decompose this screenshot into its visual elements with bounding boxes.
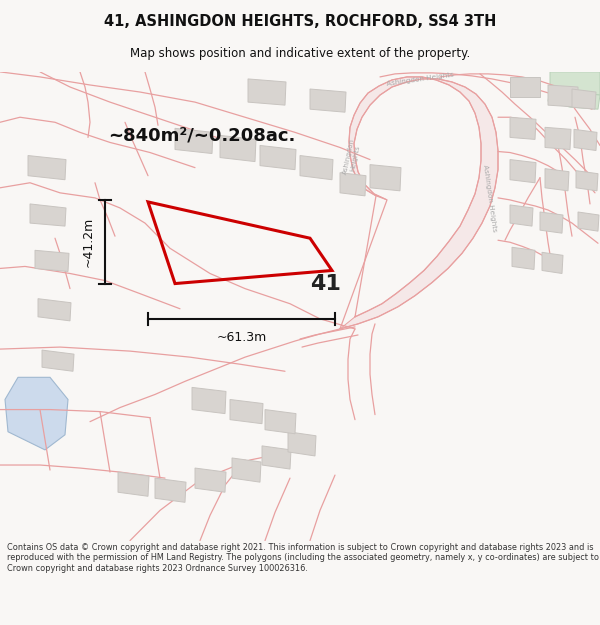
- Polygon shape: [545, 169, 569, 191]
- Polygon shape: [310, 89, 346, 112]
- Polygon shape: [42, 350, 74, 371]
- Text: 41: 41: [310, 274, 341, 294]
- Polygon shape: [548, 89, 600, 109]
- Polygon shape: [265, 409, 296, 434]
- Polygon shape: [155, 478, 186, 502]
- Polygon shape: [35, 250, 69, 271]
- Text: Ashingdon Heights: Ashingdon Heights: [386, 71, 454, 87]
- Text: ~61.3m: ~61.3m: [217, 331, 266, 344]
- Polygon shape: [38, 299, 71, 321]
- Polygon shape: [340, 77, 498, 329]
- Polygon shape: [300, 156, 333, 180]
- Polygon shape: [572, 89, 596, 109]
- Polygon shape: [510, 77, 540, 97]
- Polygon shape: [5, 378, 68, 450]
- Polygon shape: [192, 388, 226, 414]
- Polygon shape: [576, 171, 598, 191]
- Text: Ashingdon
Heights: Ashingdon Heights: [342, 138, 362, 177]
- Polygon shape: [548, 85, 578, 107]
- Polygon shape: [30, 204, 66, 226]
- Text: Map shows position and indicative extent of the property.: Map shows position and indicative extent…: [130, 48, 470, 61]
- Polygon shape: [340, 173, 366, 196]
- Polygon shape: [578, 212, 599, 231]
- Polygon shape: [540, 212, 563, 233]
- Polygon shape: [248, 79, 286, 105]
- Polygon shape: [574, 129, 597, 151]
- Polygon shape: [370, 164, 401, 191]
- Polygon shape: [512, 248, 535, 269]
- Polygon shape: [510, 118, 536, 139]
- Text: ~840m²/~0.208ac.: ~840m²/~0.208ac.: [108, 126, 295, 144]
- Polygon shape: [262, 446, 291, 469]
- Polygon shape: [230, 399, 263, 424]
- Text: ~41.2m: ~41.2m: [82, 217, 95, 267]
- Polygon shape: [232, 458, 261, 482]
- Text: Ashingdon Heights: Ashingdon Heights: [482, 164, 497, 232]
- Polygon shape: [510, 205, 533, 226]
- Polygon shape: [288, 432, 316, 456]
- Polygon shape: [220, 136, 256, 162]
- Polygon shape: [175, 128, 213, 154]
- Polygon shape: [545, 127, 571, 149]
- Polygon shape: [510, 159, 536, 182]
- Text: Contains OS data © Crown copyright and database right 2021. This information is : Contains OS data © Crown copyright and d…: [7, 543, 599, 572]
- Text: 41, ASHINGDON HEIGHTS, ROCHFORD, SS4 3TH: 41, ASHINGDON HEIGHTS, ROCHFORD, SS4 3TH: [104, 14, 496, 29]
- Polygon shape: [195, 468, 226, 492]
- Polygon shape: [550, 72, 600, 95]
- Polygon shape: [118, 472, 149, 496]
- Polygon shape: [542, 253, 563, 274]
- Polygon shape: [260, 146, 296, 169]
- Polygon shape: [28, 156, 66, 180]
